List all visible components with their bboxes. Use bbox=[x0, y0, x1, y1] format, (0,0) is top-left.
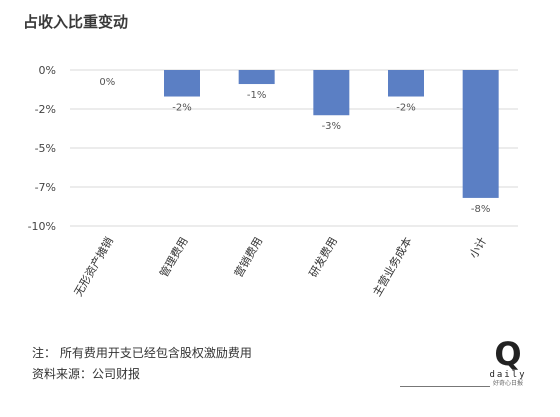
bar bbox=[238, 70, 275, 85]
data-label: -2% bbox=[396, 103, 415, 114]
y-tick-label: -10% bbox=[28, 220, 56, 233]
data-label: -2% bbox=[172, 103, 191, 114]
logo-divider bbox=[400, 386, 490, 387]
data-label: 0% bbox=[99, 77, 115, 88]
bar bbox=[462, 70, 499, 198]
y-tick-label: -7% bbox=[35, 181, 56, 194]
footnote: 注： 所有费用开支已经包含股权激励费用 bbox=[32, 346, 252, 360]
y-tick-label: 0% bbox=[39, 64, 56, 77]
x-tick-label: 研发费用 bbox=[306, 235, 340, 280]
bar bbox=[313, 70, 350, 116]
bar bbox=[164, 70, 200, 97]
x-tick-label: 营销费用 bbox=[231, 235, 265, 280]
bar bbox=[388, 70, 424, 97]
y-tick-label: -5% bbox=[35, 142, 56, 155]
data-label: -3% bbox=[322, 121, 341, 132]
x-tick-label: 主营业务成本 bbox=[369, 235, 414, 299]
logo-word: daily bbox=[489, 370, 527, 380]
data-label: -1% bbox=[247, 90, 266, 101]
bar-chart: 0% -2% -5% -7% -10% 0% 无形资产摊销 -2% 管理费用 -1% 营销费用 -3%… bbox=[28, 64, 518, 299]
data-label: -8% bbox=[471, 204, 490, 215]
y-tick-label: -2% bbox=[35, 103, 56, 116]
x-tick-label: 无形资产摊销 bbox=[71, 235, 116, 299]
qdaily-logo: Q daily 好奇心日报 bbox=[488, 338, 528, 388]
logo-mark: Q bbox=[494, 335, 522, 373]
chart-title: 占收入比重变动 bbox=[23, 13, 129, 31]
source-note: 资料来源：公司财报 bbox=[32, 367, 141, 381]
x-tick-label: 管理费用 bbox=[156, 235, 190, 280]
x-tick-label: 小计 bbox=[467, 235, 489, 261]
logo-sub: 好奇心日报 bbox=[492, 380, 523, 387]
